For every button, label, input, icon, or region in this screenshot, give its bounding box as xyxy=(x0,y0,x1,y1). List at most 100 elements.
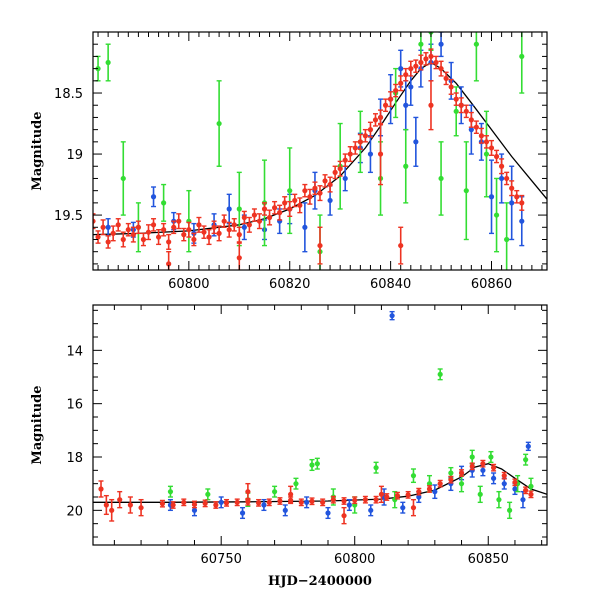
data-point xyxy=(213,501,219,509)
top-plot-area xyxy=(93,32,547,270)
data-point xyxy=(367,135,374,174)
data-point xyxy=(117,490,123,509)
data-point xyxy=(304,496,310,509)
data-point xyxy=(292,193,298,208)
data-point xyxy=(302,183,308,198)
data-point xyxy=(170,501,176,509)
data-point xyxy=(150,218,157,232)
data-point xyxy=(478,127,485,144)
data-point xyxy=(473,32,479,82)
data-point xyxy=(346,498,352,512)
data-point xyxy=(413,59,419,73)
data-point xyxy=(297,197,303,214)
data-point xyxy=(453,92,459,106)
data-point xyxy=(181,498,187,507)
top-y-axis-title: Magnitude xyxy=(30,111,45,190)
data-point xyxy=(320,498,326,507)
data-point xyxy=(352,496,358,505)
bottom-model-curve xyxy=(93,463,547,503)
data-point xyxy=(261,498,267,512)
data-point xyxy=(483,135,490,149)
data-point xyxy=(241,210,247,225)
data-point xyxy=(428,48,434,65)
data-point xyxy=(272,485,278,498)
data-point xyxy=(161,183,167,222)
data-point xyxy=(186,221,192,238)
data-point xyxy=(298,498,304,507)
data-point xyxy=(341,506,347,525)
data-point xyxy=(115,218,121,232)
data-point xyxy=(287,147,293,235)
data-point xyxy=(155,229,162,246)
data-point xyxy=(523,486,529,495)
data-point xyxy=(377,109,384,126)
data-point xyxy=(388,91,394,108)
data-point xyxy=(437,368,443,381)
data-point xyxy=(130,226,136,243)
data-point xyxy=(469,449,475,465)
data-point xyxy=(327,176,333,193)
data-point xyxy=(145,224,152,241)
data-point xyxy=(239,506,246,520)
x-tick-label: 60820 xyxy=(269,277,310,292)
data-point xyxy=(488,139,495,156)
data-point xyxy=(282,196,288,210)
data-point xyxy=(393,83,399,98)
x-tick-label: 60800 xyxy=(168,277,209,292)
data-point xyxy=(416,487,422,496)
data-point xyxy=(373,495,379,504)
data-point xyxy=(448,475,454,484)
data-point xyxy=(245,497,251,506)
data-point xyxy=(426,485,433,493)
y-tick-label: 16 xyxy=(66,398,83,413)
data-point xyxy=(501,477,507,490)
data-point xyxy=(507,501,513,520)
y-tick-label: 20 xyxy=(66,504,83,519)
data-point xyxy=(463,141,469,241)
data-point xyxy=(176,213,182,230)
data-point xyxy=(293,477,299,490)
data-point xyxy=(211,220,217,235)
data-point xyxy=(221,214,227,228)
data-point xyxy=(135,220,141,235)
data-point xyxy=(523,453,529,466)
data-point xyxy=(413,116,419,167)
data-point xyxy=(438,141,444,216)
data-point xyxy=(362,495,368,504)
data-point xyxy=(473,120,479,135)
data-point xyxy=(504,171,510,186)
data-point xyxy=(109,498,115,522)
data-point xyxy=(322,174,328,188)
data-point xyxy=(234,498,240,507)
data-point xyxy=(509,180,515,197)
data-point xyxy=(332,165,338,180)
bottom-axes-frame xyxy=(92,304,548,546)
data-point xyxy=(231,218,237,232)
data-point xyxy=(261,202,268,216)
data-point xyxy=(448,78,454,95)
data-point xyxy=(438,60,444,77)
data-point xyxy=(307,188,313,205)
data-point xyxy=(493,177,500,253)
x-tick-label: 60850 xyxy=(468,552,509,567)
data-point xyxy=(251,208,258,222)
top-series-1 xyxy=(95,32,525,270)
data-point xyxy=(480,459,486,468)
data-point xyxy=(191,232,197,247)
data-point xyxy=(138,498,144,517)
data-point xyxy=(302,202,308,253)
data-point xyxy=(394,491,401,500)
data-point xyxy=(528,490,534,499)
data-point xyxy=(373,461,379,474)
data-point xyxy=(223,498,230,507)
data-point xyxy=(378,485,385,504)
data-point xyxy=(398,75,404,92)
data-point xyxy=(352,141,358,155)
data-point xyxy=(512,478,518,487)
data-point xyxy=(218,496,224,509)
data-point xyxy=(287,200,293,217)
data-point xyxy=(255,498,262,507)
data-point xyxy=(488,450,494,464)
data-point xyxy=(105,235,111,249)
